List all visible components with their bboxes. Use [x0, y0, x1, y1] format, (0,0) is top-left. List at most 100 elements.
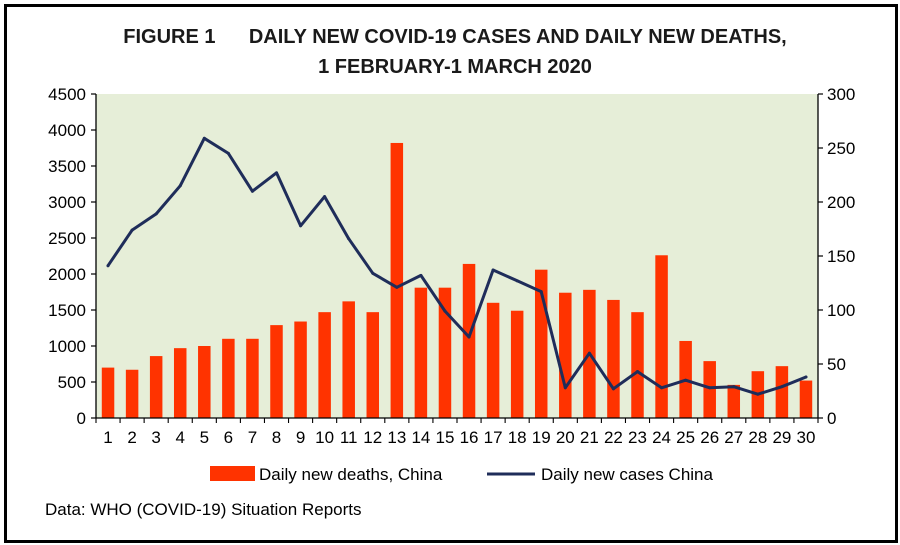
- point-cases-29: [780, 385, 784, 389]
- bar-deaths-12: [366, 312, 380, 418]
- x-axis-ticks: 1 2 3 4 5 6 7 8 9 10 11 12 13 14 15 16 17 18 19 20 21 22 23 24 2…: [95, 418, 819, 447]
- point-cases-5: [202, 136, 206, 140]
- bar-deaths-22: [607, 299, 620, 418]
- point-cases-11: [347, 237, 351, 241]
- x-tick-label-20: 20: [556, 428, 575, 447]
- legend-label-deaths: Daily new deaths, China: [259, 465, 443, 484]
- point-cases-8: [275, 171, 278, 175]
- right-tick-label-300: 300: [827, 85, 855, 104]
- bar-deaths-1: [101, 367, 115, 418]
- bar-deaths-4: [173, 348, 187, 418]
- bar-deaths-9: [294, 321, 307, 418]
- x-tick-label-5: 5: [200, 428, 209, 447]
- bar-deaths-18: [510, 310, 524, 418]
- x-tick-label-15: 15: [436, 428, 455, 447]
- left-tick-label-4500: 4500: [48, 85, 86, 104]
- point-cases-16: [467, 335, 471, 339]
- point-cases-15: [443, 309, 447, 313]
- x-tick-label-26: 26: [700, 428, 719, 447]
- point-cases-27: [732, 385, 736, 389]
- x-tick-label-13: 13: [387, 428, 406, 447]
- source-note: Data: WHO (COVID-19) Situation Reports: [45, 500, 361, 519]
- point-cases-24: [660, 386, 664, 390]
- right-tick-label-250: 250: [827, 139, 855, 158]
- x-tick-label-11: 11: [340, 428, 358, 447]
- point-cases-23: [636, 370, 639, 374]
- x-tick-label-4: 4: [175, 428, 184, 447]
- bar-deaths-24: [655, 255, 668, 418]
- bar-deaths-29: [775, 366, 789, 418]
- left-tick-label-3500: 3500: [48, 157, 86, 176]
- point-cases-6: [226, 151, 230, 155]
- bar-deaths-3: [149, 356, 163, 418]
- bar-deaths-30: [799, 380, 813, 418]
- bar-deaths-11: [342, 301, 355, 418]
- point-cases-20: [563, 386, 567, 390]
- left-tick-label-2000: 2000: [48, 265, 86, 284]
- x-tick-label-1: 1: [103, 428, 112, 447]
- left-tick-label-0: 0: [77, 409, 86, 428]
- x-tick-label-12: 12: [363, 428, 382, 447]
- x-tick-label-10: 10: [315, 428, 334, 447]
- point-cases-3: [154, 212, 158, 216]
- bar-deaths-23: [631, 312, 644, 418]
- x-tick-label-8: 8: [272, 428, 281, 447]
- right-axis-ticks: 0 50 100 150 200 250 300: [818, 85, 855, 428]
- chart-svg: FIGURE 1 DAILY NEW COVID-19 CASES AND DA…: [45, 26, 855, 519]
- bar-deaths-16: [462, 263, 476, 418]
- bar-deaths-10: [318, 312, 331, 418]
- right-tick-label-100: 100: [827, 301, 855, 320]
- point-cases-13: [395, 285, 399, 289]
- right-tick-label-200: 200: [827, 193, 855, 212]
- point-cases-25: [684, 378, 688, 382]
- left-axis-ticks: 0 500 1000 1500 2000 2500 3000 3500 4000 4500: [48, 85, 96, 428]
- left-tick-label-1500: 1500: [48, 301, 86, 320]
- bar-deaths-26: [703, 361, 716, 418]
- bar-deaths-15: [438, 287, 452, 418]
- legend: Daily new deaths, China Daily new cases …: [210, 465, 714, 484]
- x-tick-label-3: 3: [151, 428, 160, 447]
- point-cases-14: [419, 273, 423, 277]
- bar-deaths-5: [198, 346, 211, 418]
- bar-deaths-20: [559, 292, 572, 418]
- left-tick-label-2500: 2500: [48, 229, 86, 248]
- line-series-cases: [106, 136, 808, 396]
- chart-frame: FIGURE 1 DAILY NEW COVID-19 CASES AND DA…: [4, 4, 898, 543]
- x-tick-label-14: 14: [411, 428, 430, 447]
- point-cases-1: [106, 264, 110, 268]
- x-tick-label-16: 16: [460, 428, 479, 447]
- chart-title-line2: 1 FEBRUARY-1 MARCH 2020: [318, 56, 592, 78]
- right-tick-label-0: 0: [827, 409, 836, 428]
- bar-deaths-27: [727, 384, 741, 418]
- legend-label-cases: Daily new cases China: [541, 465, 714, 484]
- bar-deaths-17: [486, 302, 500, 418]
- x-tick-label-6: 6: [224, 428, 233, 447]
- bar-series-deaths: [101, 142, 813, 418]
- x-tick-label-29: 29: [772, 428, 791, 447]
- point-cases-12: [371, 271, 375, 275]
- bar-deaths-2: [125, 369, 139, 418]
- point-cases-26: [708, 386, 712, 390]
- point-cases-4: [178, 184, 182, 188]
- point-cases-19: [539, 290, 543, 294]
- x-tick-label-25: 25: [676, 428, 695, 447]
- left-tick-label-1000: 1000: [48, 337, 86, 356]
- x-tick-label-30: 30: [797, 428, 816, 447]
- x-tick-label-22: 22: [604, 428, 623, 447]
- left-tick-label-3000: 3000: [48, 193, 86, 212]
- left-tick-label-500: 500: [58, 373, 86, 392]
- x-tick-label-2: 2: [127, 428, 136, 447]
- x-tick-label-9: 9: [296, 428, 305, 447]
- point-cases-21: [587, 351, 591, 355]
- bar-deaths-8: [270, 325, 283, 418]
- x-tick-label-21: 21: [580, 428, 599, 447]
- x-tick-label-19: 19: [532, 428, 551, 447]
- point-cases-30: [804, 375, 808, 379]
- x-tick-label-23: 23: [628, 428, 647, 447]
- point-cases-7: [250, 189, 254, 193]
- right-tick-label-150: 150: [827, 247, 855, 266]
- x-tick-label-18: 18: [508, 428, 527, 447]
- bar-deaths-13: [390, 142, 404, 418]
- point-cases-10: [323, 195, 327, 199]
- bar-deaths-6: [222, 338, 235, 418]
